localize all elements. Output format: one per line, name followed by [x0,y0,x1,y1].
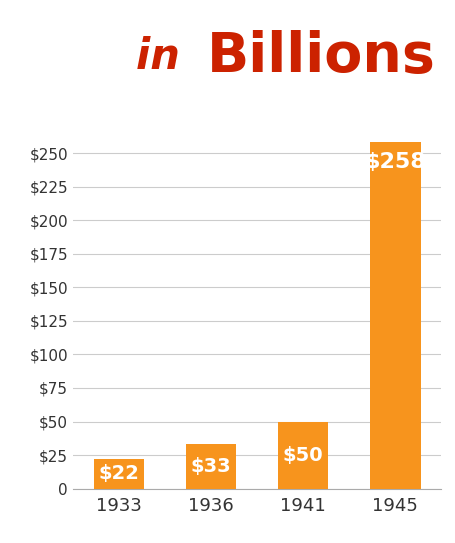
Text: $50: $50 [283,446,324,465]
Text: in: in [136,36,195,78]
Text: $33: $33 [191,457,231,476]
Bar [94,459,144,489]
Text: Billions: Billions [207,30,436,84]
Text: $258: $258 [364,153,426,173]
Bar [370,142,420,489]
Bar [186,444,236,489]
Text: $22: $22 [98,464,139,483]
Bar [278,421,329,489]
